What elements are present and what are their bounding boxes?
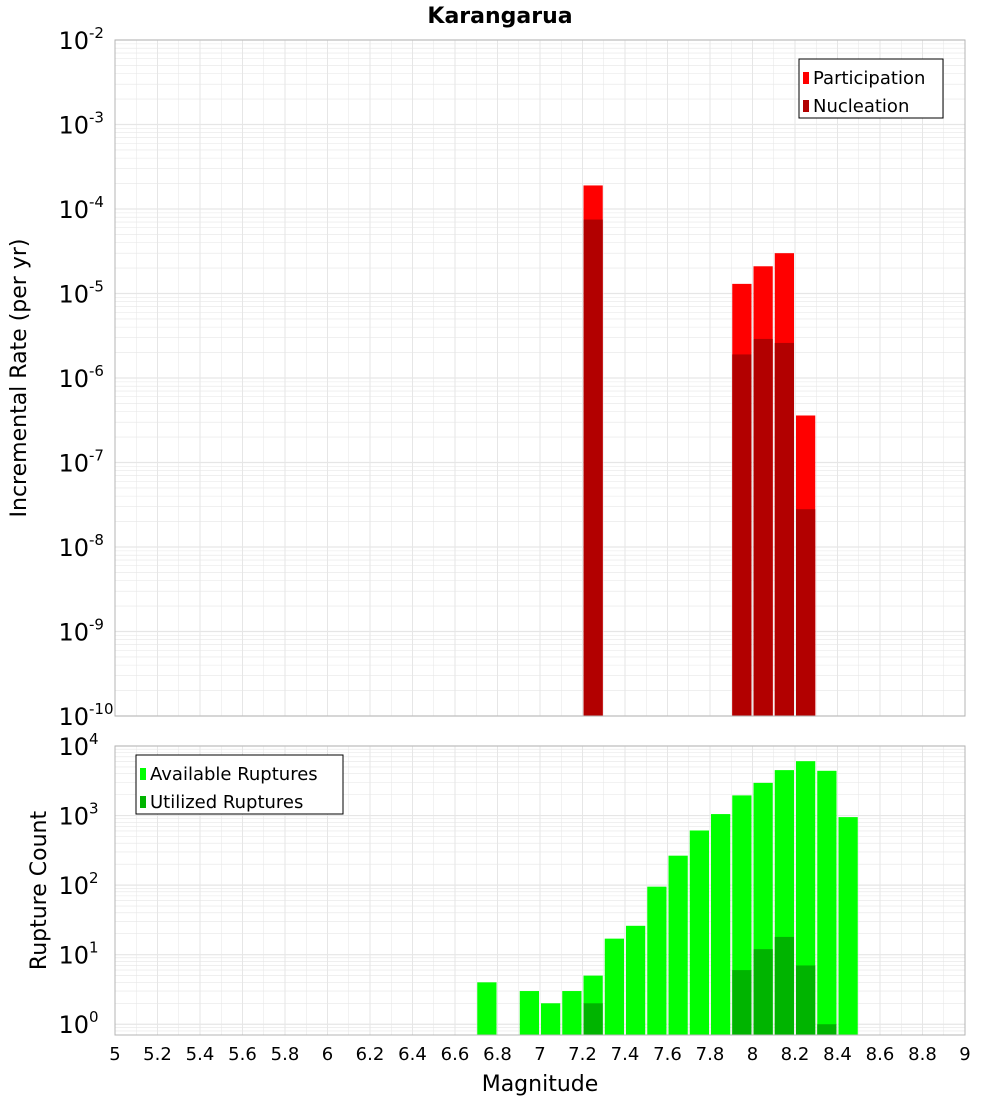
y-tick-exponent: 1 [89, 939, 99, 957]
bar [817, 1024, 837, 1035]
y-tick-label: 10 [58, 112, 89, 140]
y-tick-exponent: 4 [89, 730, 99, 748]
x-axis-title: Magnitude [482, 1072, 599, 1097]
y-tick-label: 10 [58, 534, 89, 562]
x-tick-label: 5.8 [271, 1044, 300, 1065]
bar [796, 509, 816, 716]
x-tick-label: 6.2 [356, 1044, 385, 1065]
y-tick-label: 10 [58, 703, 89, 731]
legend-swatch [803, 72, 809, 84]
bar [817, 770, 837, 1035]
x-tick-label: 7.8 [696, 1044, 725, 1065]
y-tick-exponent: 2 [89, 869, 99, 887]
y-tick-exponent: -8 [89, 531, 104, 549]
bar [583, 219, 603, 717]
legend-label: Available Ruptures [150, 764, 318, 785]
chart-title: Karangarua [427, 4, 572, 29]
bar [711, 814, 731, 1035]
x-tick-label: 8.4 [823, 1044, 852, 1065]
y-tick-exponent: 3 [89, 800, 99, 818]
x-tick-label: 9 [959, 1044, 970, 1065]
bar [732, 354, 752, 716]
y-tick-exponent: -4 [89, 193, 104, 211]
bar [541, 1003, 561, 1035]
bar [689, 830, 709, 1035]
y-tick-label: 10 [58, 365, 89, 393]
legend-swatch [140, 796, 146, 808]
x-tick-label: 6 [322, 1044, 333, 1065]
x-tick-label: 5.2 [143, 1044, 172, 1065]
legend-swatch [803, 100, 809, 112]
legend-label: Nucleation [813, 96, 909, 117]
bar [477, 982, 497, 1035]
x-tick-label: 7.6 [653, 1044, 682, 1065]
x-tick-label: 6.4 [398, 1044, 427, 1065]
bar [583, 1003, 603, 1035]
y-tick-label: 10 [58, 733, 89, 761]
plot-frame [114, 745, 966, 1036]
bar [753, 949, 773, 1035]
legend-label: Utilized Ruptures [150, 792, 303, 813]
bar [647, 886, 667, 1035]
x-tick-label: 7.2 [568, 1044, 597, 1065]
y-tick-label: 10 [58, 803, 89, 831]
bar [774, 936, 794, 1035]
bar [604, 938, 624, 1035]
legend-box [135, 754, 344, 815]
y-tick-exponent: -2 [89, 24, 104, 42]
bar [838, 817, 858, 1035]
x-tick-label: 5 [109, 1044, 120, 1065]
bar [774, 342, 794, 716]
x-tick-label: 8.6 [866, 1044, 895, 1065]
bar-series [583, 936, 837, 1035]
x-tick-label: 8.2 [781, 1044, 810, 1065]
y-tick-exponent: -5 [89, 278, 104, 296]
x-tick-label: 7 [534, 1044, 545, 1065]
y-tick-exponent: -3 [89, 109, 104, 127]
legend: Participation Nucleation [798, 58, 944, 119]
y-axis-title: Rupture Count [27, 811, 52, 971]
bar [796, 965, 816, 1035]
y-tick-label: 10 [58, 281, 89, 309]
y-tick-label: 10 [58, 942, 89, 970]
bar [626, 925, 646, 1035]
y-tick-label: 10 [58, 1011, 89, 1039]
legend: Available Ruptures Utilized Ruptures [135, 754, 344, 815]
x-tick-label: 8.8 [908, 1044, 937, 1065]
grid [114, 39, 966, 717]
bar-series [583, 219, 816, 717]
y-tick-label: 10 [58, 872, 89, 900]
bar [732, 970, 752, 1035]
y-tick-label: 10 [58, 27, 89, 55]
y-tick-exponent: -7 [89, 447, 104, 465]
x-tick-label: 7.4 [611, 1044, 640, 1065]
x-tick-label: 5.4 [186, 1044, 215, 1065]
x-tick-label: 5.6 [228, 1044, 257, 1065]
x-tick-label: 8 [747, 1044, 758, 1065]
bar [668, 855, 688, 1035]
plot-frame [114, 39, 966, 717]
bar [519, 991, 539, 1035]
y-axis-title: Incremental Rate (per yr) [7, 239, 32, 518]
legend-box [798, 58, 944, 119]
y-tick-exponent: -10 [89, 700, 114, 718]
y-tick-exponent: -6 [89, 362, 104, 380]
y-tick-exponent: -9 [89, 616, 104, 634]
y-tick-label: 10 [58, 450, 89, 478]
bar [562, 991, 582, 1035]
y-tick-label: 10 [58, 619, 89, 647]
x-tick-label: 6.8 [483, 1044, 512, 1065]
legend-swatch [140, 768, 146, 780]
bar [753, 338, 773, 716]
legend-label: Participation [813, 68, 925, 89]
y-tick-exponent: 0 [89, 1008, 99, 1026]
y-tick-label: 10 [58, 196, 89, 224]
x-tick-label: 6.6 [441, 1044, 470, 1065]
